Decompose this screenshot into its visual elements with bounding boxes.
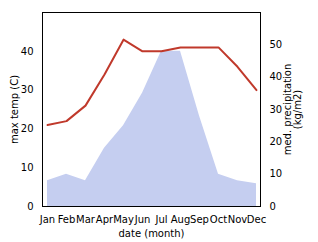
svg-text:Sep: Sep	[190, 214, 209, 225]
svg-text:Nov: Nov	[228, 214, 248, 225]
svg-text:date (month): date (month)	[119, 228, 185, 239]
svg-text:Dec: Dec	[247, 214, 266, 225]
svg-text:Apr: Apr	[96, 214, 114, 225]
svg-text:Jan: Jan	[39, 214, 55, 225]
svg-text:40: 40	[270, 71, 283, 82]
svg-text:10: 10	[21, 162, 34, 173]
svg-text:40: 40	[21, 46, 34, 57]
svg-text:Oct: Oct	[210, 214, 227, 225]
svg-text:Mar: Mar	[76, 214, 96, 225]
svg-text:max temp (C): max temp (C)	[9, 75, 20, 144]
svg-text:Feb: Feb	[58, 214, 76, 225]
svg-text:0: 0	[27, 201, 33, 212]
svg-text:10: 10	[270, 168, 283, 179]
svg-text:0: 0	[270, 201, 276, 212]
svg-text:50: 50	[270, 39, 283, 50]
svg-text:30: 30	[21, 84, 34, 95]
svg-text:Jul: Jul	[154, 214, 167, 225]
svg-text:May: May	[113, 214, 134, 225]
svg-text:Aug: Aug	[171, 214, 191, 225]
svg-text:30: 30	[270, 104, 283, 115]
svg-text:Jun: Jun	[134, 214, 151, 225]
svg-text:20: 20	[270, 136, 283, 147]
svg-text:med. precipitation(kg/m2): med. precipitation(kg/m2)	[282, 64, 303, 156]
svg-text:20: 20	[21, 123, 34, 134]
